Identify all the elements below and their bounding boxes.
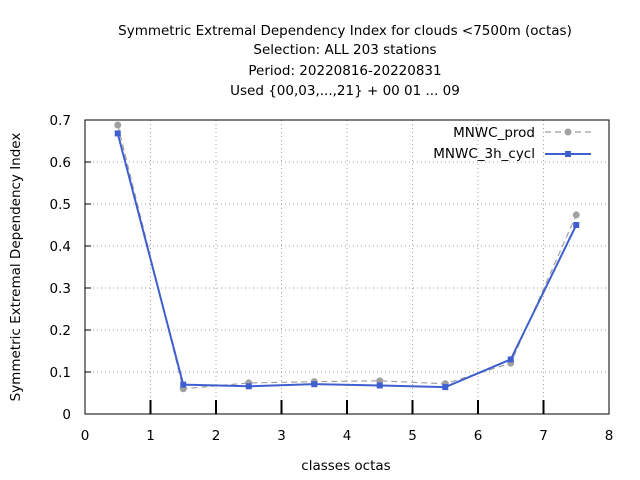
x-tick-label: 4 [343, 428, 352, 444]
series-line-mnwc-prod [117, 124, 577, 390]
y-tick-label: 0.5 [50, 197, 71, 213]
legend: MNWC_prod MNWC_3h_cycl [433, 125, 591, 162]
chart-title: Symmetric Extremal Dependency Index for … [118, 23, 572, 99]
legend-label-mnwc-3h-cycl: MNWC_3h_cycl [433, 146, 535, 162]
y-tick-label: 0.6 [50, 155, 71, 171]
title-line-2: Selection: ALL 203 stations [253, 42, 436, 58]
title-line-3: Period: 20220816-20220831 [248, 63, 441, 79]
x-tick-label: 2 [212, 428, 221, 444]
y-tick-label: 0.1 [50, 365, 71, 381]
axis-ticks: 0 0.1 0.2 0.3 0.4 0.5 0.6 0.7 0 1 2 3 4 5 6 7 8 [50, 113, 614, 444]
plot-frame [84, 119, 610, 415]
data-point-mnwc-3h-cycl [442, 384, 449, 391]
data-point-mnwc-3h-cycl [507, 356, 514, 363]
x-tick-label: 6 [474, 428, 483, 444]
y-axis-label: Symmetric Extremal Dependency Index [8, 133, 24, 402]
y-tick-label: 0.7 [50, 113, 71, 129]
x-tick-label: 5 [408, 428, 417, 444]
legend-marker-mnwc-3h-cycl [565, 151, 571, 157]
x-tick-label: 1 [146, 428, 155, 444]
data-point-mnwc-3h-cycl [573, 222, 580, 228]
y-tick-label: 0.2 [50, 323, 71, 339]
x-tick-label: 7 [539, 428, 548, 444]
series-line-mnwc-3h-cycl [116, 133, 578, 389]
data-point-mnwc-prod [114, 121, 122, 129]
data-point-mnwc-3h-cycl [311, 381, 318, 388]
legend-label-mnwc-prod: MNWC_prod [453, 125, 535, 141]
x-tick-label: 8 [605, 428, 614, 444]
plot-series [114, 121, 580, 393]
legend-marker-mnwc-prod [564, 128, 572, 136]
title-line-1: Symmetric Extremal Dependency Index for … [118, 23, 572, 39]
y-tick-label: 0 [62, 407, 71, 423]
data-point-mnwc-3h-cycl [180, 381, 187, 388]
x-tick-label: 3 [277, 428, 286, 444]
title-line-4: Used {00,03,...,21} + 00 01 ... 09 [230, 83, 460, 99]
y-tick-label: 0.3 [50, 281, 71, 297]
data-point-mnwc-3h-cycl [114, 130, 121, 137]
x-tick-label: 0 [81, 428, 90, 444]
gridlines [85, 120, 609, 414]
x-axis-label: classes octas [301, 458, 390, 474]
data-point-mnwc-prod [572, 211, 580, 219]
y-tick-label: 0.4 [50, 239, 71, 255]
data-point-mnwc-3h-cycl [245, 383, 252, 390]
data-point-mnwc-3h-cycl [376, 382, 383, 389]
